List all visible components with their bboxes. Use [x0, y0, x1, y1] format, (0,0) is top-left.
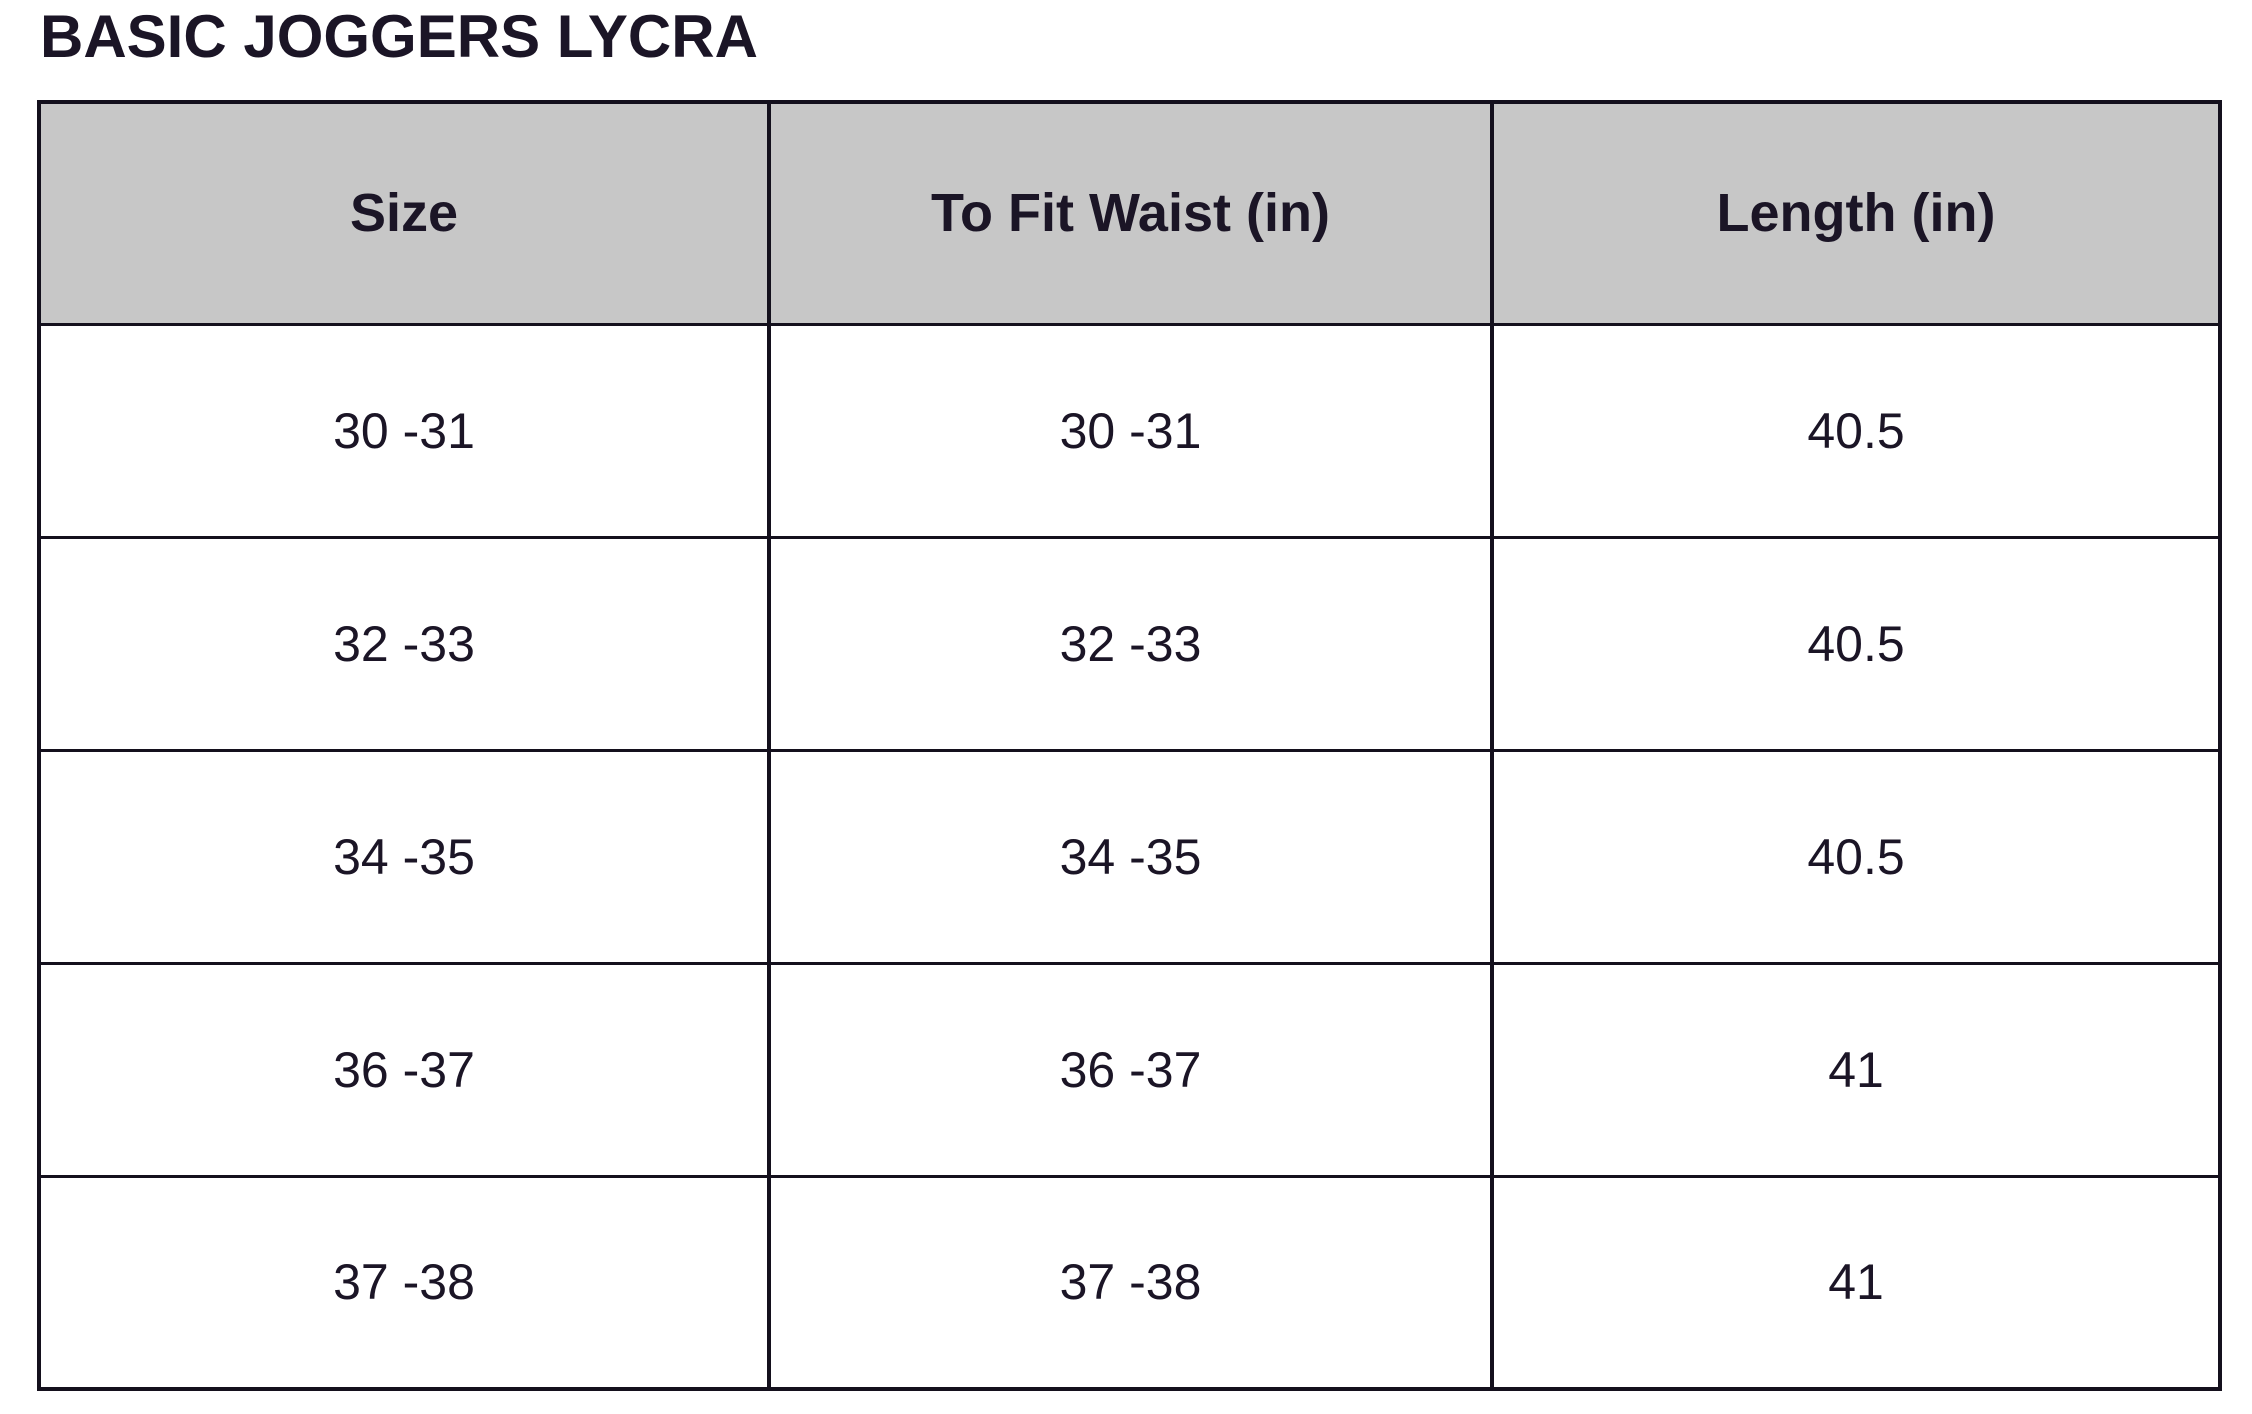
table-row: 37 -38 37 -38 41: [37, 1174, 2222, 1391]
cell-size: 32 -33: [37, 535, 771, 752]
cell-waist: 32 -33: [767, 535, 1494, 752]
cell-length: 40.5: [1490, 748, 2222, 965]
cell-length: 41: [1490, 1174, 2222, 1391]
size-chart-table: Size To Fit Waist (in) Length (in) 30 -3…: [37, 100, 2222, 1391]
table-row: 32 -33 32 -33 40.5: [37, 535, 2222, 752]
cell-waist: 37 -38: [767, 1174, 1494, 1391]
cell-length: 40.5: [1490, 322, 2222, 539]
cell-waist: 30 -31: [767, 322, 1494, 539]
column-header-length: Length (in): [1490, 100, 2222, 326]
table-row: 36 -37 36 -37 41: [37, 961, 2222, 1178]
cell-size: 34 -35: [37, 748, 771, 965]
cell-size: 37 -38: [37, 1174, 771, 1391]
cell-waist: 36 -37: [767, 961, 1494, 1178]
header-row: Size To Fit Waist (in) Length (in): [37, 100, 2222, 326]
page-title: BASIC JOGGERS LYCRA: [40, 3, 758, 70]
cell-length: 40.5: [1490, 535, 2222, 752]
table-row: 30 -31 30 -31 40.5: [37, 322, 2222, 539]
cell-waist: 34 -35: [767, 748, 1494, 965]
cell-size: 36 -37: [37, 961, 771, 1178]
table-row: 34 -35 34 -35 40.5: [37, 748, 2222, 965]
cell-size: 30 -31: [37, 322, 771, 539]
column-header-to-fit-waist: To Fit Waist (in): [767, 100, 1494, 326]
column-header-size: Size: [37, 100, 771, 326]
cell-length: 41: [1490, 961, 2222, 1178]
